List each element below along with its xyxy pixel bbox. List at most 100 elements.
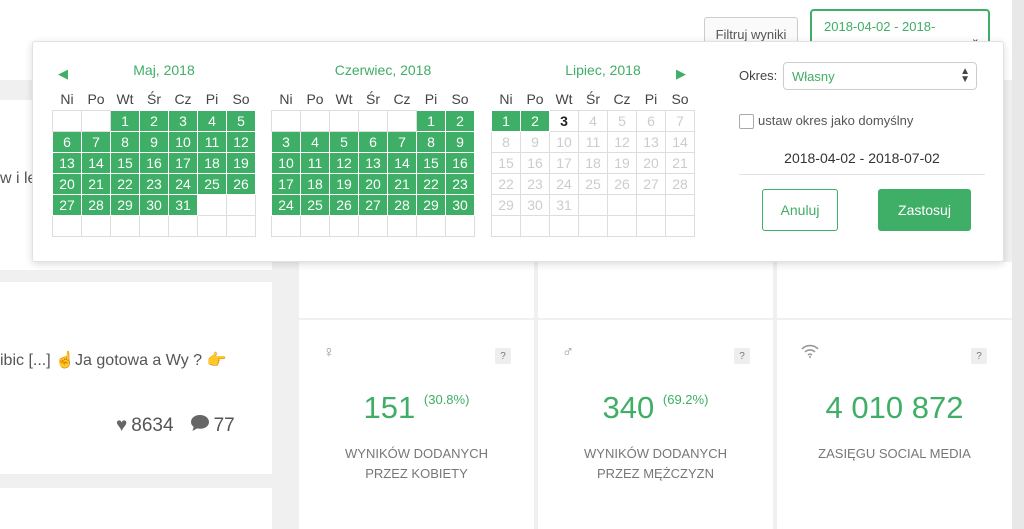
calendar-day[interactable]: 21: [387, 173, 417, 195]
calendar-day[interactable]: 5: [226, 110, 256, 132]
calendar-day[interactable]: 3: [549, 110, 579, 132]
calendar-day[interactable]: 1: [491, 110, 521, 132]
calendar-day[interactable]: 19: [329, 173, 359, 195]
calendar-day[interactable]: 22: [110, 173, 140, 195]
calendar-day[interactable]: 8: [491, 131, 521, 153]
calendar-day[interactable]: 19: [607, 152, 637, 174]
calendar-day[interactable]: 25: [578, 173, 608, 195]
calendar-day[interactable]: 29: [491, 194, 521, 216]
calendar-day[interactable]: 15: [416, 152, 446, 174]
help-icon[interactable]: ?: [734, 348, 750, 364]
calendar-day[interactable]: 27: [636, 173, 666, 195]
period-select[interactable]: Własny ▲ ▼: [783, 62, 977, 90]
calendar-day[interactable]: 27: [358, 194, 388, 216]
calendar-day[interactable]: 26: [329, 194, 359, 216]
calendar-day[interactable]: 10: [271, 152, 301, 174]
calendar-day[interactable]: 11: [300, 152, 330, 174]
calendar-day[interactable]: 14: [387, 152, 417, 174]
calendar-day[interactable]: 23: [139, 173, 169, 195]
calendar-day[interactable]: 20: [358, 173, 388, 195]
calendar-day[interactable]: 6: [636, 110, 666, 132]
calendar-day[interactable]: 18: [578, 152, 608, 174]
calendar-day[interactable]: 30: [445, 194, 475, 216]
calendar-day[interactable]: 27: [52, 194, 82, 216]
calendar-day[interactable]: 31: [549, 194, 579, 216]
calendar-day[interactable]: 17: [549, 152, 579, 174]
calendar-day[interactable]: 2: [139, 110, 169, 132]
calendar-day[interactable]: 9: [520, 131, 550, 153]
calendar-day[interactable]: 9: [139, 131, 169, 153]
calendar-day[interactable]: 30: [520, 194, 550, 216]
calendar-day[interactable]: 26: [607, 173, 637, 195]
default-period-checkbox[interactable]: [739, 114, 754, 129]
calendar-day[interactable]: 1: [110, 110, 140, 132]
calendar-day[interactable]: 8: [416, 131, 446, 153]
calendar-day[interactable]: 10: [168, 131, 198, 153]
calendar-day[interactable]: 17: [168, 152, 198, 174]
calendar-day[interactable]: 30: [139, 194, 169, 216]
calendar-day[interactable]: 24: [549, 173, 579, 195]
calendar-day[interactable]: 16: [445, 152, 475, 174]
calendar-day[interactable]: 13: [52, 152, 82, 174]
calendar-day[interactable]: 13: [358, 152, 388, 174]
calendar-day[interactable]: 21: [665, 152, 695, 174]
calendar-day[interactable]: 4: [300, 131, 330, 153]
calendar-day[interactable]: 29: [416, 194, 446, 216]
calendar-day[interactable]: 6: [358, 131, 388, 153]
calendar-day[interactable]: 4: [197, 110, 227, 132]
calendar-day[interactable]: 3: [271, 131, 301, 153]
calendar-day[interactable]: 16: [520, 152, 550, 174]
calendar-day[interactable]: 15: [110, 152, 140, 174]
calendar-day[interactable]: 13: [636, 131, 666, 153]
calendar-day[interactable]: 2: [445, 110, 475, 132]
calendar-day[interactable]: 1: [416, 110, 446, 132]
calendar-day[interactable]: 9: [445, 131, 475, 153]
calendar-day[interactable]: 2: [520, 110, 550, 132]
calendar-day[interactable]: 10: [549, 131, 579, 153]
calendar-day[interactable]: 25: [300, 194, 330, 216]
calendar-day[interactable]: 28: [665, 173, 695, 195]
help-icon[interactable]: ?: [971, 348, 987, 364]
calendar-day[interactable]: 29: [110, 194, 140, 216]
calendar-day[interactable]: 15: [491, 152, 521, 174]
calendar-day[interactable]: 6: [52, 131, 82, 153]
calendar-day[interactable]: 3: [168, 110, 198, 132]
calendar-day[interactable]: 4: [578, 110, 608, 132]
calendar-day[interactable]: 12: [226, 131, 256, 153]
calendar-day[interactable]: 8: [110, 131, 140, 153]
calendar-day[interactable]: 24: [168, 173, 198, 195]
calendar-day[interactable]: 20: [52, 173, 82, 195]
calendar-day[interactable]: 28: [387, 194, 417, 216]
help-icon[interactable]: ?: [495, 348, 511, 364]
scrollbar-track[interactable]: [1012, 0, 1024, 529]
calendar-day[interactable]: 18: [197, 152, 227, 174]
calendar-day[interactable]: 19: [226, 152, 256, 174]
default-period-label[interactable]: ustaw okres jako domyślny: [758, 113, 914, 128]
cancel-button[interactable]: Anuluj: [762, 189, 838, 231]
calendar-day[interactable]: 23: [520, 173, 550, 195]
calendar-day[interactable]: 12: [329, 152, 359, 174]
calendar-day[interactable]: 22: [416, 173, 446, 195]
calendar-day[interactable]: 31: [168, 194, 198, 216]
calendar-day[interactable]: 20: [636, 152, 666, 174]
calendar-day[interactable]: 11: [578, 131, 608, 153]
calendar-day[interactable]: 25: [197, 173, 227, 195]
calendar-day[interactable]: 7: [387, 131, 417, 153]
calendar-day[interactable]: 12: [607, 131, 637, 153]
prev-month-arrow-icon[interactable]: ◀: [58, 66, 68, 81]
next-month-arrow-icon[interactable]: ▶: [676, 66, 686, 81]
calendar-day[interactable]: 24: [271, 194, 301, 216]
calendar-day[interactable]: 23: [445, 173, 475, 195]
calendar-day[interactable]: 16: [139, 152, 169, 174]
apply-button[interactable]: Zastosuj: [878, 189, 971, 231]
calendar-day[interactable]: 7: [81, 131, 111, 153]
calendar-day[interactable]: 26: [226, 173, 256, 195]
calendar-day[interactable]: 21: [81, 173, 111, 195]
calendar-day[interactable]: 22: [491, 173, 521, 195]
calendar-day[interactable]: 28: [81, 194, 111, 216]
calendar-day[interactable]: 18: [300, 173, 330, 195]
calendar-day[interactable]: 5: [607, 110, 637, 132]
calendar-day[interactable]: 17: [271, 173, 301, 195]
calendar-day[interactable]: 5: [329, 131, 359, 153]
calendar-day[interactable]: 7: [665, 110, 695, 132]
